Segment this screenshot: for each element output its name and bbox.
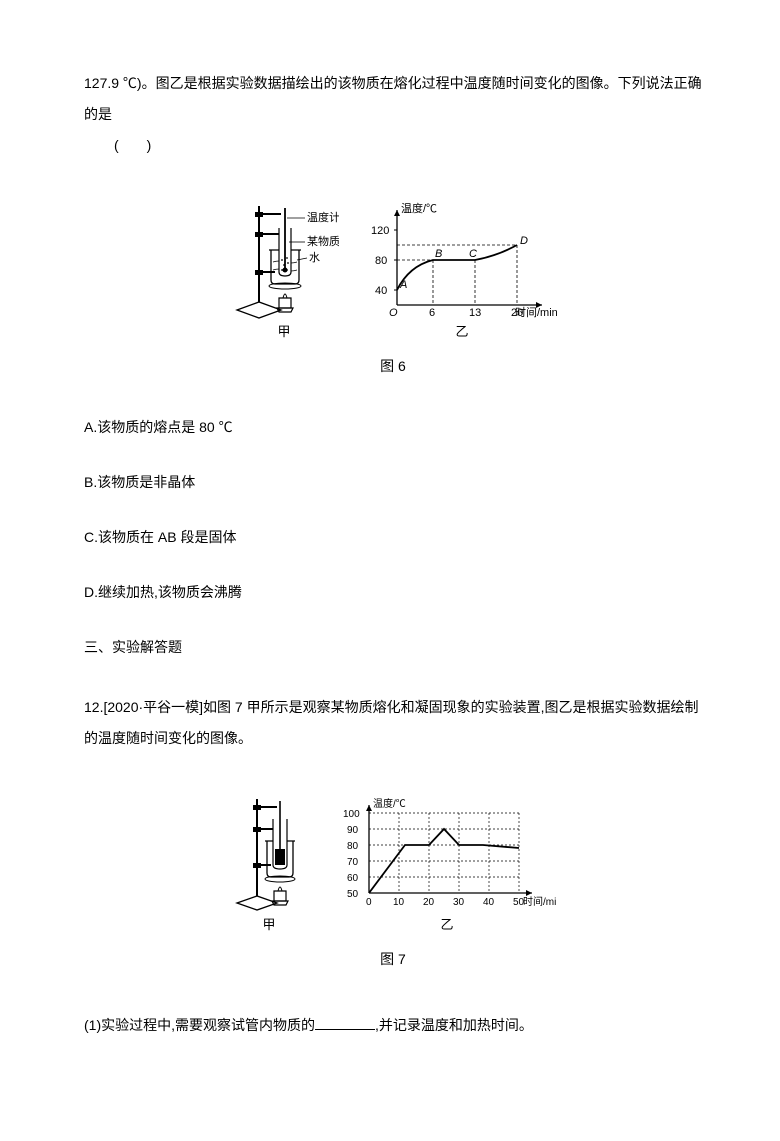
y7-70: 70 bbox=[347, 857, 359, 868]
figure-6-chart-caption: 乙 bbox=[367, 322, 557, 342]
pt-D: D bbox=[520, 235, 528, 247]
y7-80: 80 bbox=[347, 841, 359, 852]
figure-7-chart-caption: 乙 bbox=[337, 915, 557, 935]
x7-10: 10 bbox=[393, 897, 405, 908]
label-water: 水 bbox=[309, 251, 320, 264]
figure-7-chart: 50 60 70 80 90 100 0 10 20 30 40 50 温度/℃… bbox=[337, 793, 557, 935]
y7-60: 60 bbox=[347, 873, 359, 884]
option-A: A.该物质的熔点是 80 ℃ bbox=[84, 417, 702, 438]
x7-30: 30 bbox=[453, 897, 465, 908]
q12-sub1-a: (1)实验过程中,需要观察试管内物质的 bbox=[84, 1017, 315, 1033]
xtick-6: 6 bbox=[429, 307, 435, 319]
apparatus-svg: 温度计 某物质 水 bbox=[229, 200, 339, 320]
y7-50: 50 bbox=[347, 889, 359, 900]
chart6-ylabel: 温度/℃ bbox=[401, 201, 437, 215]
blank-input[interactable] bbox=[315, 1015, 375, 1030]
intro-blank: ( ) bbox=[84, 137, 151, 153]
pt-B: B bbox=[435, 248, 442, 260]
figure-6-apparatus-caption: 甲 bbox=[229, 322, 339, 342]
option-C: C.该物质在 AB 段是固体 bbox=[84, 527, 702, 548]
label-thermometer: 温度计 bbox=[307, 210, 339, 224]
q12-sub1: (1)实验过程中,需要观察试管内物质的 ,并记录温度和加热时间。 bbox=[84, 1010, 702, 1041]
x7-40: 40 bbox=[483, 897, 495, 908]
intro-paragraph: 127.9 ℃)。图乙是根据实验数据描绘出的该物质在熔化过程中温度随时间变化的图… bbox=[84, 68, 702, 160]
origin-O: O bbox=[389, 307, 398, 319]
figure-6-apparatus: 温度计 某物质 水 甲 bbox=[229, 200, 339, 342]
page-content: 127.9 ℃)。图乙是根据实验数据描绘出的该物质在熔化过程中温度随时间变化的图… bbox=[0, 0, 780, 1141]
figure-6-row: 温度计 某物质 水 甲 40 80 120 O bbox=[84, 200, 702, 342]
chart7-ylabel: 温度/℃ bbox=[373, 797, 406, 810]
chart-7-svg: 50 60 70 80 90 100 0 10 20 30 40 50 温度/℃… bbox=[337, 793, 557, 913]
chart6-xlabel: 时间/min bbox=[515, 306, 557, 319]
section-3-heading: 三、实验解答题 bbox=[84, 637, 702, 658]
figure-6-caption: 图 6 bbox=[84, 356, 702, 377]
ytick-40: 40 bbox=[375, 285, 387, 297]
q12-sub1-b: ,并记录温度和加热时间。 bbox=[375, 1017, 533, 1033]
chart-6-svg: 40 80 120 O 6 13 20 A B bbox=[367, 200, 557, 320]
figure-7-row: 甲 bbox=[84, 793, 702, 935]
xtick-13: 13 bbox=[469, 307, 481, 319]
x7-0: 0 bbox=[366, 897, 372, 908]
intro-text: 127.9 ℃)。图乙是根据实验数据描绘出的该物质在熔化过程中温度随时间变化的图… bbox=[84, 75, 702, 122]
option-B: B.该物质是非晶体 bbox=[84, 472, 702, 493]
chart7-xlabel: 时间/min bbox=[523, 895, 557, 908]
apparatus-7-svg bbox=[229, 793, 309, 913]
pt-C: C bbox=[469, 248, 477, 260]
ytick-80: 80 bbox=[375, 255, 387, 267]
figure-7-apparatus: 甲 bbox=[229, 793, 309, 935]
label-substance: 某物质 bbox=[307, 234, 339, 248]
figure-7-apparatus-caption: 甲 bbox=[229, 915, 309, 935]
pt-A: A bbox=[399, 279, 407, 291]
option-D: D.继续加热,该物质会沸腾 bbox=[84, 582, 702, 603]
q12-text: 12.[2020·平谷一模]如图 7 甲所示是观察某物质熔化和凝固现象的实验装置… bbox=[84, 692, 702, 754]
figure-6-chart: 40 80 120 O 6 13 20 A B bbox=[367, 200, 557, 342]
x7-20: 20 bbox=[423, 897, 435, 908]
figure-7-caption: 图 7 bbox=[84, 949, 702, 970]
y7-100: 100 bbox=[343, 809, 360, 820]
ytick-120: 120 bbox=[371, 225, 389, 237]
y7-90: 90 bbox=[347, 825, 359, 836]
